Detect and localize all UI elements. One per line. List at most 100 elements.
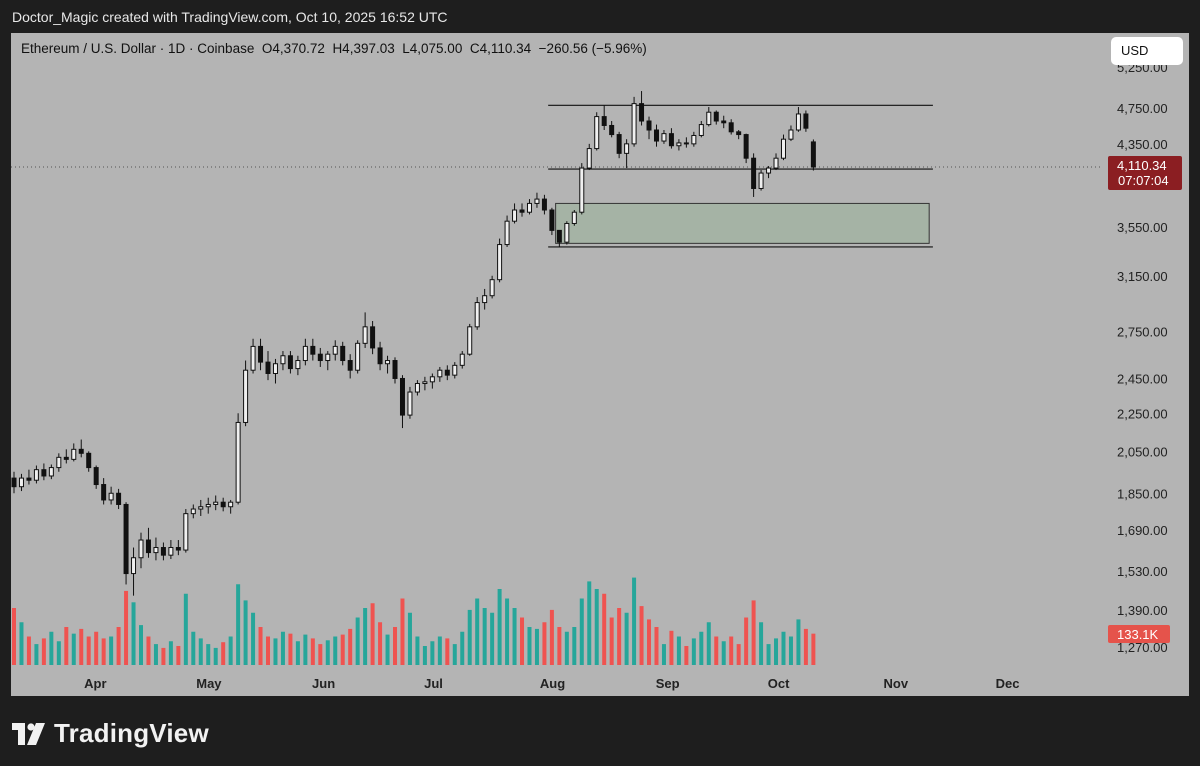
volume-bar <box>56 641 61 665</box>
candle-down <box>399 377 405 416</box>
y-tick-label: 1,390.00 <box>1117 603 1168 618</box>
candle-down <box>310 345 316 355</box>
candle-down <box>175 547 181 551</box>
candle-up <box>362 326 368 344</box>
y-tick-label: 2,450.00 <box>1117 371 1168 386</box>
candle-down <box>519 209 525 213</box>
y-tick-label: 1,690.00 <box>1117 523 1168 538</box>
volume-bar <box>759 622 764 665</box>
candle-down <box>751 157 757 189</box>
candle-down <box>86 452 92 469</box>
candle-down <box>810 141 816 168</box>
candle-up <box>758 172 764 189</box>
candle-up <box>586 148 592 169</box>
candle-up <box>198 506 204 510</box>
volume-bar <box>497 589 502 665</box>
candle-up <box>56 456 62 469</box>
candle-up <box>526 202 532 213</box>
volume-bar <box>266 636 271 665</box>
candle-up <box>795 113 801 131</box>
volume-bar <box>475 598 480 665</box>
ohlc-high: H4,397.03 <box>332 41 395 56</box>
volume-bar <box>12 608 16 665</box>
candle-down <box>736 131 742 136</box>
volume-bar <box>183 593 188 665</box>
candle-down <box>541 198 547 211</box>
candle-up <box>272 363 278 374</box>
candle-down <box>601 116 607 126</box>
volume-bar <box>280 631 285 665</box>
volume-bar <box>258 627 263 665</box>
candle-up <box>407 391 413 416</box>
candle-down <box>556 229 562 243</box>
volume-bar <box>303 634 308 665</box>
price-chart[interactable]: 5,250.004,750.004,350.003,550.003,150.00… <box>11 33 1189 696</box>
volume-bar <box>788 636 793 665</box>
volume-bar <box>101 638 106 665</box>
candle-up <box>773 157 779 169</box>
candle-down <box>160 547 166 556</box>
volume-bar <box>534 628 539 665</box>
volume-bar <box>198 638 203 665</box>
volume-bar <box>168 641 173 665</box>
candle-down <box>347 360 353 371</box>
volume-bar <box>452 644 457 665</box>
volume-bar <box>19 622 24 665</box>
volume-badge <box>1108 625 1170 643</box>
y-tick-label: 2,050.00 <box>1117 444 1168 459</box>
volume-bar <box>512 608 517 665</box>
candle-down <box>377 347 383 365</box>
currency-button[interactable]: USD <box>1111 37 1183 65</box>
y-tick-label: 1,530.00 <box>1117 564 1168 579</box>
volume-bar <box>41 638 46 665</box>
x-tick-label: Nov <box>884 676 909 691</box>
volume-bar <box>549 609 554 665</box>
symbol-pair[interactable]: Ethereum / U.S. Dollar · 1D · Coinbase <box>21 41 255 56</box>
ohlc-close: C4,110.34 <box>469 41 532 56</box>
candle-down <box>340 345 346 362</box>
candle-down <box>26 477 32 481</box>
candle-up <box>579 167 585 213</box>
x-tick-label: Sep <box>656 676 680 691</box>
volume-bar <box>415 636 420 665</box>
volume-bar <box>766 644 771 665</box>
candle-up <box>243 369 249 423</box>
volume-bar <box>460 631 465 665</box>
volume-bar <box>295 641 300 665</box>
volume-bar <box>333 636 338 665</box>
candle-down <box>265 361 271 374</box>
candle-down <box>63 456 69 460</box>
y-tick-label: 1,270.00 <box>1117 640 1168 655</box>
volume-bar <box>79 628 84 665</box>
volume-bar <box>221 642 226 665</box>
candle-up <box>497 244 503 281</box>
support-zone <box>555 202 930 244</box>
volume-bar <box>602 593 607 665</box>
volume-bar <box>811 633 816 665</box>
candle-down <box>287 355 293 370</box>
candle-up <box>190 508 196 515</box>
volume-bar <box>774 638 779 665</box>
x-tick-label: Dec <box>996 676 1020 691</box>
candle-up <box>332 345 338 355</box>
volume-bar <box>310 638 315 665</box>
volume-bar <box>273 638 278 665</box>
x-tick-label: May <box>196 676 222 691</box>
volume-bar <box>206 644 211 665</box>
volume-bar <box>676 636 681 665</box>
candle-up <box>153 547 159 554</box>
volume-bar <box>400 598 405 665</box>
candle-down <box>683 142 689 145</box>
candle-up <box>138 539 144 559</box>
y-tick-label: 1,850.00 <box>1117 486 1168 501</box>
x-tick-label: Aug <box>540 676 565 691</box>
candle-down <box>317 353 323 362</box>
chart-panel[interactable]: 5,250.00 4,750.00 4,350.00 3,550.00 3,150.00… <box>11 33 1189 696</box>
volume-bar <box>407 612 412 665</box>
candle-up <box>676 142 682 147</box>
volume-bar <box>318 644 323 665</box>
x-tick-label: Apr <box>84 676 106 691</box>
candle-up <box>452 364 458 376</box>
x-tick-label: Jun <box>312 676 335 691</box>
volume-bar <box>721 641 726 665</box>
